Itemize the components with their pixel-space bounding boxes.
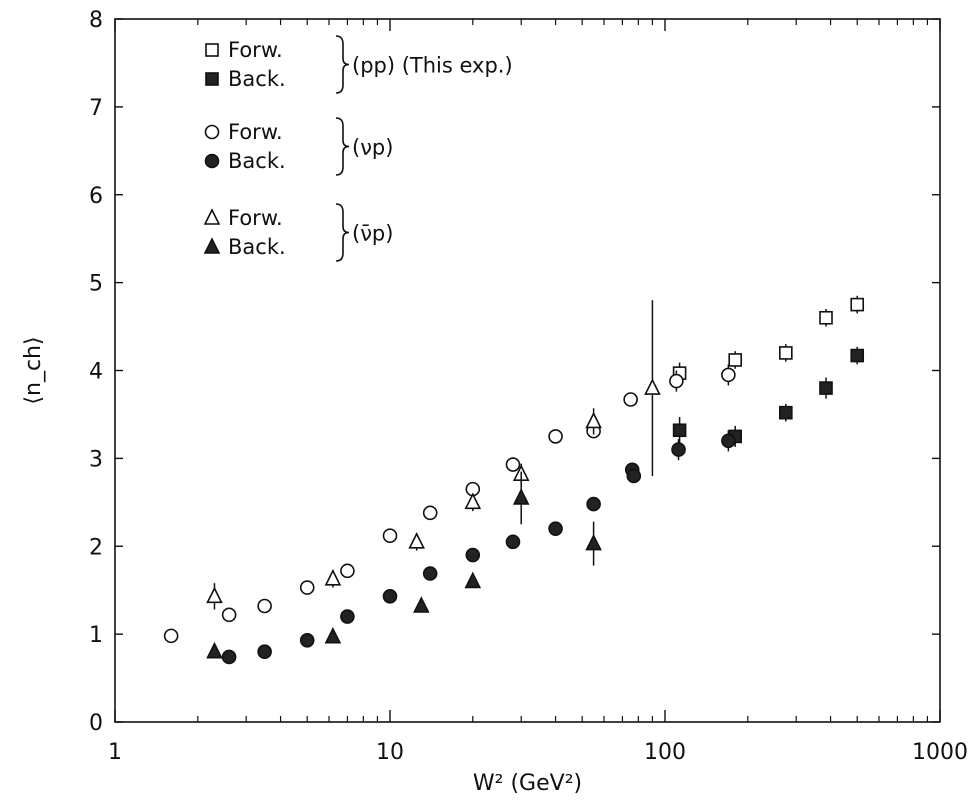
legend-marker [205,43,219,57]
legend-marker [205,72,219,86]
data-point [512,488,530,505]
series-circle-open [163,364,736,644]
data-point [465,547,481,563]
data-point [221,649,237,665]
data-point [382,589,398,604]
data-point [422,505,438,521]
data-point [585,411,602,429]
data-point [299,580,315,595]
legend-entry-label: Back. [228,149,286,173]
data-point [324,626,342,644]
legend-entry-label: Back. [228,67,286,91]
legend-group-label: (νp) [352,136,393,160]
data-point [721,433,736,449]
legend-marker [203,208,221,225]
data-point [669,373,684,389]
legend-brace [335,203,350,262]
data-point [728,353,742,367]
data-point [206,641,223,659]
y-tick-label: 2 [89,535,103,560]
data-point [382,528,398,544]
data-point [464,492,482,510]
y-tick-label: 5 [89,272,103,297]
data-point [721,367,736,383]
y-axis-title: ⟨n_ch⟩ [21,336,46,404]
data-point [324,568,342,586]
data-point [850,297,865,312]
x-tick-label: 100 [644,740,686,765]
legend-brace [335,35,350,94]
data-point [413,596,430,613]
series-square-filled [672,346,865,447]
data-point [671,442,686,457]
legend: Forw. Back. (pp) (This exp.) Forw. Back. (νp)… [203,35,513,262]
x-axis-title: W² (GeV²) [473,771,582,796]
data-point [585,533,602,551]
legend-entry-label: Forw. [228,206,283,230]
data-point [464,571,482,589]
data-points [163,295,865,665]
data-point [257,644,272,660]
legend-brace [335,117,350,176]
data-point [586,496,601,512]
y-tick-label: 3 [89,447,103,472]
data-point [505,457,521,472]
x-tick-label: 1 [108,740,122,765]
series-triangle-open [206,300,661,610]
data-point [819,310,833,325]
y-tick-label: 8 [89,8,103,33]
data-point [644,378,661,395]
data-point [206,586,223,604]
legend-marker [204,153,220,169]
legend-marker [203,237,221,254]
legend-group: Forw. Back. (ν̄p) [203,203,393,262]
series-triangle-filled [206,471,602,659]
data-point [505,534,521,550]
series-circle-filled [221,430,736,665]
data-point [408,532,425,549]
y-tick-label: 4 [89,360,103,385]
data-point [422,566,438,581]
data-point [163,628,179,644]
data-point [672,423,687,438]
data-point [221,607,237,623]
data-point [299,632,315,648]
legend-entry-label: Forw. [228,120,283,144]
data-point [257,598,272,614]
series-square-open [672,295,865,384]
data-point [819,381,833,395]
x-tick-label: 1000 [912,740,968,765]
y-tick-label: 1 [89,623,103,648]
legend-group: Forw. Back. (νp) [204,117,393,176]
data-point [779,405,793,420]
data-point [340,609,355,624]
legend-marker [204,124,220,140]
data-point [626,468,642,484]
data-point [548,429,563,444]
legend-entry-label: Back. [228,235,286,259]
legend-group-label: (ν̄p) [352,222,393,246]
y-tick-label: 7 [89,96,103,121]
legend-group-label: (pp) (This exp.) [352,54,513,78]
y-tick-label: 6 [89,184,103,209]
legend-entry-label: Forw. [228,38,283,62]
y-tick-label: 0 [89,711,103,736]
legend-group: Forw. Back. (pp) (This exp.) [205,35,513,94]
data-point [340,563,355,579]
data-point [623,392,638,407]
x-tick-label: 10 [376,740,404,765]
data-point [850,348,865,363]
data-point [779,346,793,360]
data-point [548,521,563,536]
